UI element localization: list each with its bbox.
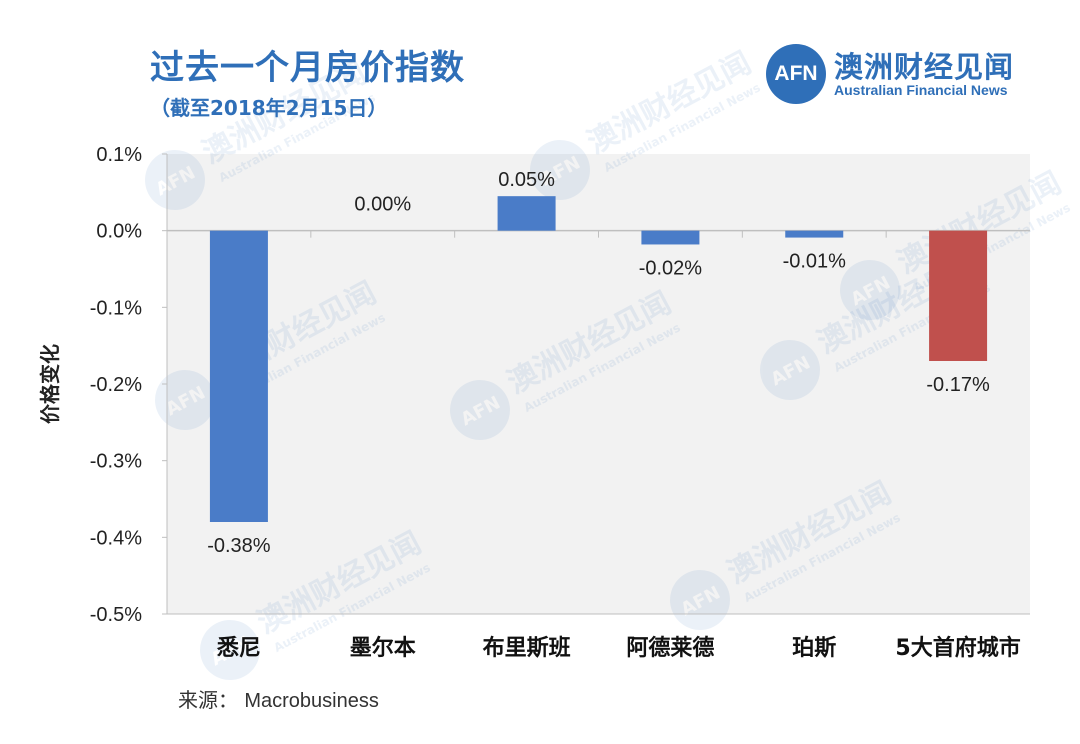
- source-note: 来源： Macrobusiness: [178, 684, 379, 713]
- x-tick-label: 布里斯班: [483, 635, 571, 661]
- chart-axes: 0.1% 0.0% -0.1% -0.2% -0.3% -0.4% -0.5% 价格变化: [38, 144, 1030, 626]
- source-label: 来源：: [178, 688, 238, 712]
- afn-logo: AFN 澳洲财经见闻 Australian Financial News: [766, 44, 1036, 104]
- watermark-circle: [670, 570, 730, 630]
- bar: [641, 230, 700, 245]
- watermark-circle: [450, 380, 510, 440]
- data-label: -0.17%: [926, 374, 990, 396]
- watermark-circle: [840, 260, 900, 320]
- chart-labels: -0.38% 悉尼 0.00% 墨尔本 0.05% 布里斯班 -0.02% 阿德莱德 -0.01…: [207, 169, 1021, 661]
- data-label: 0.05%: [498, 169, 555, 191]
- y-tick-label: -0.4%: [90, 527, 142, 549]
- source-value: Macrobusiness: [244, 690, 379, 712]
- bar: [497, 196, 556, 231]
- x-tick-label: 阿德莱德: [626, 635, 714, 661]
- plot-background: [167, 154, 1030, 614]
- chart-bars: [209, 196, 988, 522]
- y-tick-label: -0.3%: [90, 451, 142, 473]
- data-label: -0.38%: [207, 535, 271, 557]
- afn-logo-mark: AFN: [766, 44, 826, 104]
- bar: [929, 230, 988, 361]
- afn-logo-name-cn: 澳洲财经见闻: [834, 50, 1015, 84]
- y-axis-title: 价格变化: [38, 344, 62, 424]
- x-tick-label: 墨尔本: [350, 635, 416, 661]
- bar: [209, 230, 268, 522]
- watermark-circle: [200, 620, 260, 680]
- chart-title: 过去一个月房价指数: [150, 48, 465, 88]
- data-label: 0.00%: [354, 194, 411, 216]
- x-tick-label: 5大首府城市: [895, 635, 1020, 661]
- y-tick-label: 0.1%: [96, 144, 142, 166]
- data-label: -0.02%: [639, 257, 703, 279]
- y-tick-label: -0.1%: [90, 297, 142, 319]
- watermark-circle: [760, 340, 820, 400]
- x-tick-label: 珀斯: [792, 635, 836, 661]
- chart-subtitle: （截至2018年2月15日）: [150, 96, 388, 120]
- watermark-circle: [530, 140, 590, 200]
- watermark-circle: [145, 150, 205, 210]
- watermark-circle: [155, 370, 215, 430]
- afn-logo-name-en: Australian Financial News: [834, 82, 1008, 98]
- data-label: -0.01%: [783, 251, 847, 273]
- y-tick-label: -0.2%: [90, 374, 142, 396]
- bar: [785, 230, 844, 238]
- y-tick-label: -0.5%: [90, 604, 142, 626]
- y-tick-label: 0.0%: [96, 221, 142, 243]
- x-tick-label: 悉尼: [217, 636, 261, 661]
